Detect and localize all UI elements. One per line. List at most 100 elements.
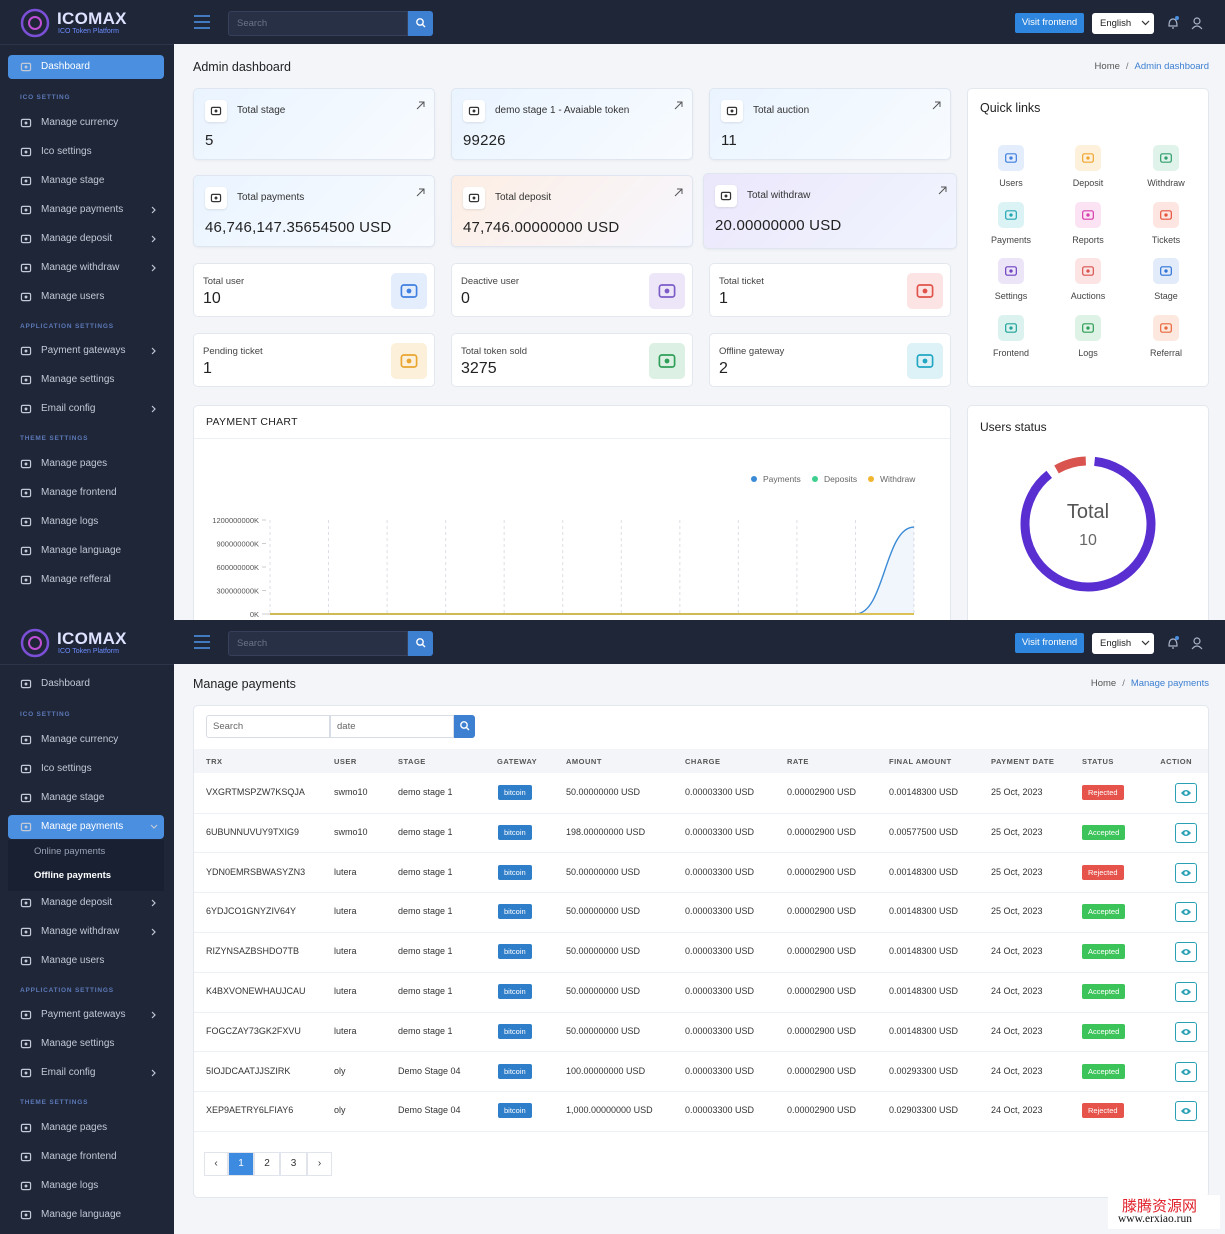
quick-link-icon[interactable]	[998, 315, 1024, 341]
search-input[interactable]: Search	[228, 631, 408, 656]
table-cell: demo stage 1	[398, 826, 453, 837]
filter-button[interactable]	[454, 715, 475, 738]
quick-link-label[interactable]: Auctions	[1070, 291, 1106, 301]
search-button[interactable]	[408, 11, 433, 36]
quick-link-label[interactable]: Deposit	[1072, 178, 1104, 188]
view-button[interactable]	[1175, 783, 1197, 803]
stat-card[interactable]: Total token sold 3275	[451, 333, 693, 387]
menu-item[interactable]: Manage logs	[41, 1179, 99, 1191]
menu-item[interactable]: Manage currency	[41, 733, 119, 745]
feature-card[interactable]: Total deposit 47,746.00000000 USD	[451, 175, 693, 247]
stat-card[interactable]: Offline gateway 2	[709, 333, 951, 387]
menu-item[interactable]: Dashboard	[41, 678, 90, 689]
search-input[interactable]: Search	[206, 715, 330, 738]
menu-item[interactable]: Manage users	[41, 290, 105, 302]
quick-link-icon[interactable]	[1075, 315, 1101, 341]
quick-link-icon[interactable]	[1153, 258, 1179, 284]
page-button[interactable]: ›	[307, 1152, 332, 1176]
quick-link-icon[interactable]	[1075, 202, 1101, 228]
menu-item[interactable]: Manage deposit	[41, 232, 113, 244]
view-button[interactable]	[1175, 862, 1197, 883]
quick-link-label[interactable]: Users	[999, 178, 1023, 188]
menu-item[interactable]: Ico settings	[41, 145, 92, 157]
quick-link-label[interactable]: Stage	[1154, 291, 1178, 301]
breadcrumb-item[interactable]: Home	[1090, 678, 1117, 689]
menu-item[interactable]: Manage withdraw	[41, 925, 120, 937]
stat-card[interactable]: Pending ticket 1	[193, 333, 435, 387]
quick-link-icon[interactable]	[1075, 258, 1101, 284]
language-select[interactable]: English	[1092, 13, 1154, 34]
menu-item[interactable]: Manage frontend	[41, 486, 117, 498]
quick-link-label[interactable]: Settings	[994, 291, 1028, 301]
view-button[interactable]	[1175, 1061, 1197, 1082]
stat-card[interactable]: Deactive user 0	[451, 263, 693, 317]
menu-item[interactable]: Manage pages	[41, 457, 108, 469]
quick-link-label[interactable]: Withdraw	[1147, 178, 1185, 188]
menu-item[interactable]: Manage currency	[41, 116, 119, 128]
menu-item[interactable]: Manage withdraw	[41, 261, 120, 273]
submenu-item[interactable]: Offline payments	[34, 869, 112, 881]
menu-item[interactable]: Manage refferal	[41, 573, 111, 585]
menu-item[interactable]: Manage language	[41, 544, 122, 556]
icon	[20, 176, 32, 185]
visit-frontend-button[interactable]: Visit frontend	[1015, 13, 1084, 33]
page-button[interactable]: ‹	[204, 1152, 228, 1176]
menu-item[interactable]: Manage stage	[41, 791, 105, 803]
view-button[interactable]	[1175, 1101, 1197, 1122]
menu-item[interactable]: Manage frontend	[41, 1150, 117, 1162]
menu-item[interactable]: Email config	[41, 403, 96, 414]
menu-item[interactable]: Manage language	[41, 1208, 122, 1220]
stat-card[interactable]: Total ticket 1	[709, 263, 951, 317]
page-button[interactable]: 2	[254, 1152, 280, 1176]
view-button[interactable]	[1175, 982, 1197, 1002]
menu-item[interactable]: Email config	[41, 1067, 96, 1078]
quick-link-icon[interactable]	[1153, 202, 1179, 228]
feature-card[interactable]: Total stage 5	[193, 88, 435, 160]
feature-card[interactable]: Total withdraw 20.00000000 USD	[703, 173, 957, 249]
quick-link-icon[interactable]	[1075, 145, 1101, 171]
stat-icon-box	[907, 343, 943, 379]
quick-link-label[interactable]: Payments	[990, 235, 1032, 245]
language-select[interactable]: English	[1092, 633, 1154, 654]
menu-item[interactable]: Payment gateways	[41, 1009, 126, 1020]
view-button[interactable]	[1175, 1021, 1197, 1042]
search-button[interactable]	[408, 631, 433, 656]
page-button[interactable]: 1	[228, 1152, 254, 1176]
quick-link-icon[interactable]	[998, 258, 1024, 284]
page-button[interactable]: 3	[280, 1152, 307, 1176]
submenu-item[interactable]: Online payments	[34, 845, 106, 857]
menu-item[interactable]: Manage stage	[41, 174, 105, 186]
quick-link-label[interactable]: Tickets	[1151, 235, 1181, 245]
search-input[interactable]: Search	[228, 11, 408, 36]
menu-item[interactable]: Manage settings	[41, 1038, 115, 1049]
view-button[interactable]	[1175, 942, 1197, 963]
quick-link-label[interactable]: Frontend	[992, 348, 1030, 358]
menu-item[interactable]: Ico settings	[41, 762, 92, 774]
menu-item[interactable]: Dashboard	[41, 61, 90, 72]
menu-item[interactable]: Manage settings	[41, 374, 115, 385]
feature-card[interactable]: demo stage 1 - Avaiable token 99226	[451, 88, 693, 160]
menu-item[interactable]: Manage pages	[41, 1121, 108, 1133]
feature-card[interactable]: Total payments 46,746,147.35654500 USD	[193, 175, 435, 247]
menu-item[interactable]: Manage payments	[41, 820, 124, 832]
breadcrumb-item[interactable]: Home	[1094, 61, 1120, 72]
menu-item[interactable]: Manage deposit	[41, 896, 113, 908]
quick-link-icon[interactable]	[998, 202, 1024, 228]
quick-link-label[interactable]: Referral	[1149, 348, 1182, 358]
quick-link-icon[interactable]	[1153, 145, 1179, 171]
quick-link-icon[interactable]	[998, 145, 1024, 171]
feature-card[interactable]: Total auction 11	[709, 88, 951, 160]
menu-item[interactable]: Payment gateways	[41, 345, 126, 356]
quick-link-label[interactable]: Logs	[1078, 348, 1098, 358]
date-input[interactable]: date	[330, 715, 454, 738]
quick-link-label[interactable]: Reports	[1072, 235, 1104, 245]
menu-item[interactable]: Manage users	[41, 954, 105, 966]
view-button[interactable]	[1175, 902, 1197, 923]
menu-item[interactable]: Manage payments	[41, 203, 124, 215]
stat-card[interactable]: Total user 10	[193, 263, 435, 317]
arrow	[416, 101, 425, 110]
visit-frontend-button[interactable]: Visit frontend	[1015, 633, 1084, 653]
menu-item[interactable]: Manage logs	[41, 515, 99, 527]
quick-link-icon[interactable]	[1153, 315, 1179, 341]
view-button[interactable]	[1175, 822, 1197, 843]
